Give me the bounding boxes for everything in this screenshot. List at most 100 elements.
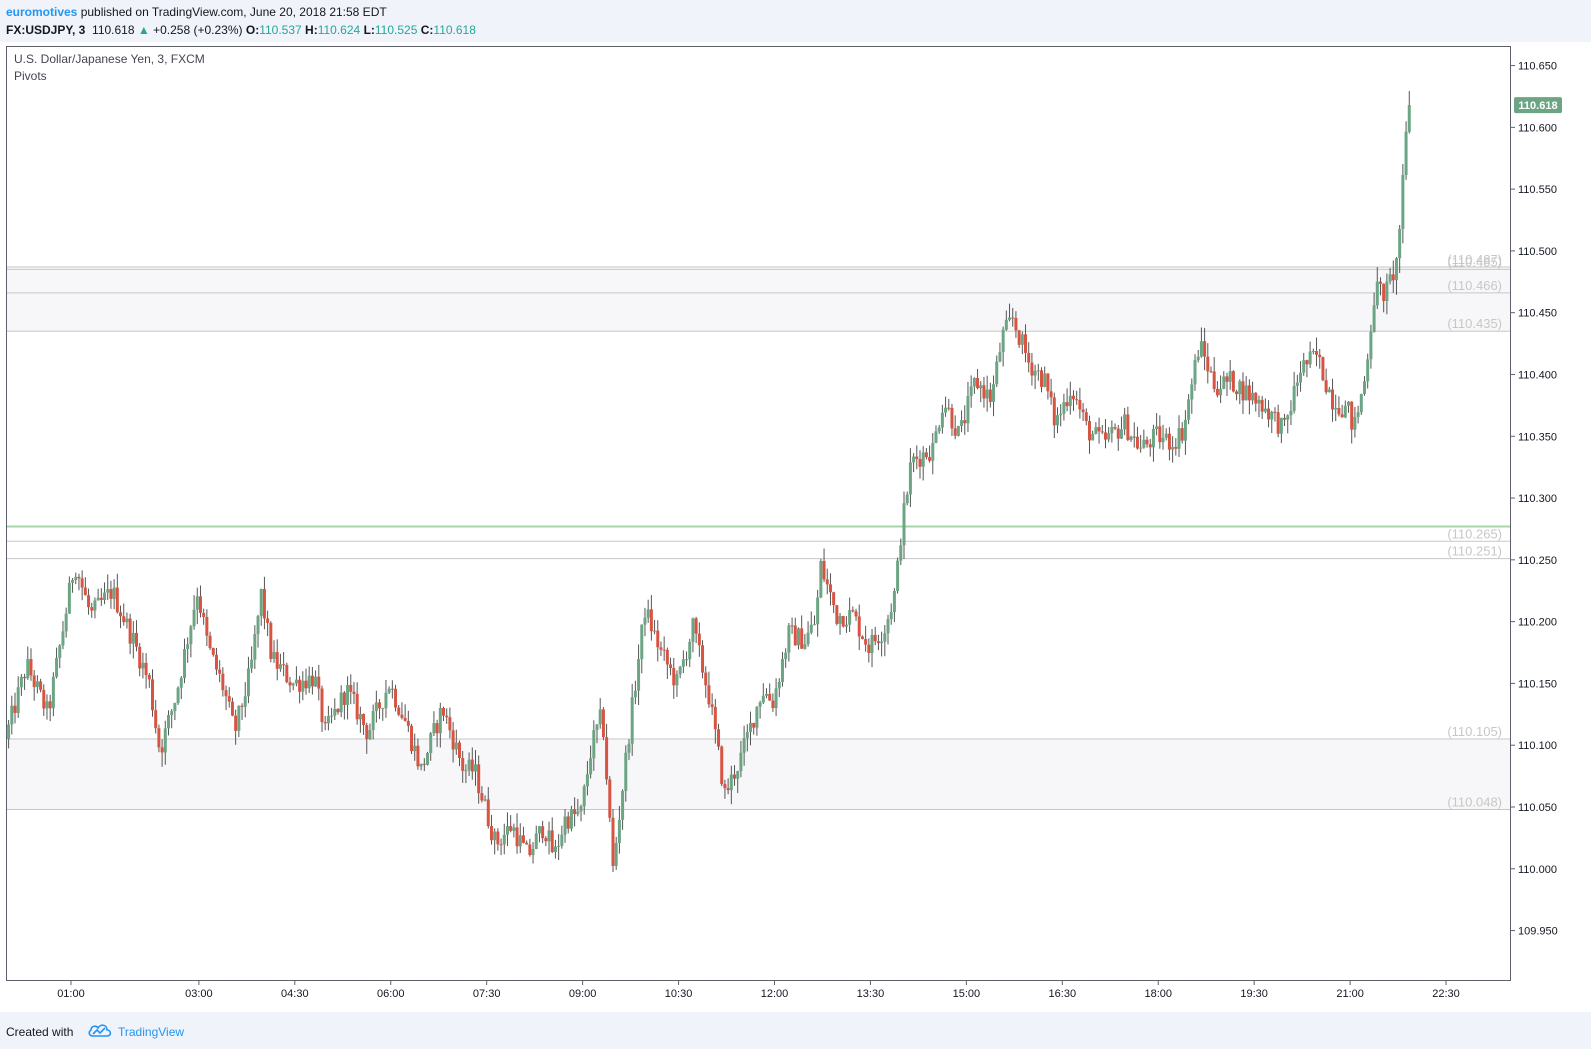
candle-body — [64, 613, 68, 632]
footer: Created with TradingView — [0, 1012, 1591, 1049]
candle-body — [387, 688, 391, 693]
close-value: 110.618 — [433, 23, 476, 37]
candle-body — [246, 668, 250, 697]
candle-body — [598, 709, 602, 725]
candle-body — [582, 786, 586, 807]
candle-body — [688, 641, 692, 660]
candle-body — [454, 742, 458, 750]
candle-body — [569, 809, 573, 829]
candle-body — [701, 645, 705, 673]
candle-body — [585, 774, 589, 787]
candlestick-chart[interactable]: (110.487)(110.485) (110.466) (110.435) (110… — [0, 42, 1591, 1012]
candle-body — [944, 407, 948, 413]
candle-body — [1193, 360, 1197, 385]
candle-body — [336, 708, 340, 713]
candle-body — [1113, 427, 1117, 429]
x-tick-label: 21:00 — [1336, 988, 1364, 1000]
candle-body — [96, 597, 100, 601]
chart-area[interactable]: (110.487) (110.485) (110.466) (110.435) (110… — [0, 42, 1591, 1012]
y-tick-label: 110.500 — [1518, 246, 1557, 258]
candle-body — [301, 680, 305, 692]
candle-body — [972, 377, 976, 387]
candle-body — [483, 799, 487, 801]
candle-body — [544, 838, 548, 842]
candle-body — [1366, 359, 1370, 382]
candle-body — [550, 830, 554, 853]
candle-body — [1177, 428, 1181, 449]
pivot-label: (110.251) — [1447, 544, 1502, 559]
candle-body — [867, 644, 871, 654]
candle-body — [921, 452, 925, 467]
candle-body — [1174, 447, 1178, 449]
high-label: H: — [305, 23, 318, 37]
candle-body — [1394, 258, 1398, 281]
author-link[interactable]: euromotives — [6, 5, 78, 19]
candle-body — [374, 702, 378, 712]
indicator-name: Pivots — [14, 69, 47, 83]
candle-body — [793, 625, 797, 646]
candle-body — [857, 616, 861, 637]
candle-body — [633, 690, 637, 698]
candle-body — [512, 827, 516, 831]
candle-body — [298, 679, 302, 692]
candle-body — [1183, 419, 1187, 441]
candle-body — [1155, 426, 1159, 429]
candle-body — [1353, 416, 1357, 430]
candle-body — [480, 793, 484, 801]
candle-body — [198, 596, 202, 613]
x-tick-label: 15:00 — [953, 988, 981, 1000]
candle-body — [1321, 357, 1325, 381]
candle-body — [1270, 411, 1274, 420]
candle-body — [1407, 105, 1411, 132]
open-label: O: — [245, 23, 260, 37]
candle-body — [1062, 402, 1066, 414]
candle-body — [119, 612, 123, 617]
candle-body — [605, 737, 609, 780]
candle-body — [16, 687, 20, 713]
x-tick-label: 18:00 — [1144, 988, 1172, 1000]
candle-body — [291, 683, 295, 686]
candle-body — [10, 705, 14, 725]
y-tick-label: 110.450 — [1518, 308, 1557, 320]
candle-body — [637, 659, 641, 691]
candle-body — [1052, 397, 1056, 426]
tradingview-link[interactable]: TradingView — [118, 1025, 185, 1039]
candle-body — [422, 763, 426, 765]
candle-body — [854, 611, 858, 617]
pivot-label: (110.487) — [1447, 252, 1502, 267]
candle-body — [1359, 393, 1363, 413]
candle-body — [1279, 417, 1283, 434]
candle-body — [48, 701, 52, 709]
candle-body — [1142, 439, 1146, 448]
plot-frame — [6, 46, 1511, 981]
candle-body — [93, 600, 97, 611]
candle-body — [1362, 381, 1366, 394]
candle-body — [227, 696, 231, 702]
candle-body — [1004, 319, 1008, 330]
candle-body — [1295, 382, 1299, 386]
candle-body — [477, 764, 481, 794]
candle-body — [1286, 415, 1290, 420]
candle-body — [515, 827, 519, 847]
candle-body — [880, 641, 884, 644]
candle-body — [774, 688, 778, 709]
candle-body — [342, 692, 346, 705]
candle-body — [195, 596, 199, 610]
x-tick-label: 22:30 — [1432, 988, 1460, 1000]
candle-body — [154, 710, 158, 729]
candle-body — [1129, 436, 1133, 440]
tradingview-cloud-icon — [88, 1024, 112, 1037]
candle-body — [307, 675, 311, 689]
y-tick-label: 110.600 — [1518, 122, 1557, 134]
candle-body — [595, 724, 599, 731]
candle-body — [1302, 360, 1306, 373]
candle-body — [80, 578, 84, 588]
candle-body — [346, 685, 350, 705]
candle-body — [931, 442, 935, 461]
candle-body — [23, 676, 27, 679]
candle-body — [947, 407, 951, 409]
candle-body — [166, 715, 170, 729]
candle-body — [192, 609, 196, 627]
candle-body — [419, 763, 423, 767]
candle-body — [144, 662, 148, 676]
